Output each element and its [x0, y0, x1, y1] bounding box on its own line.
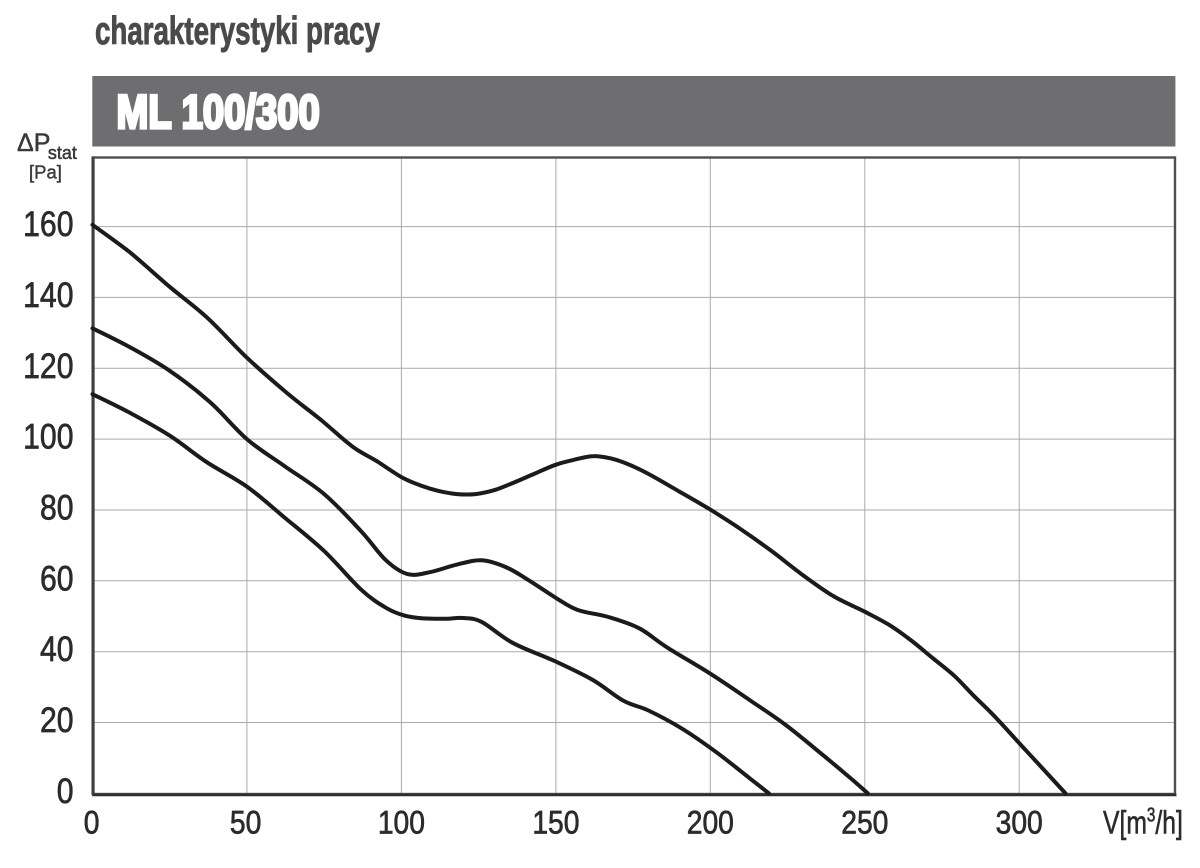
svg-text:[Pa]: [Pa]: [29, 162, 62, 183]
svg-text:60: 60: [40, 558, 74, 598]
svg-text:20: 20: [40, 700, 74, 740]
svg-text:160: 160: [23, 204, 73, 244]
svg-text:40: 40: [40, 629, 74, 669]
svg-text:80: 80: [40, 487, 74, 527]
svg-text:100: 100: [378, 805, 425, 841]
svg-text:200: 200: [687, 805, 734, 841]
svg-text:0: 0: [57, 771, 74, 811]
svg-text:250: 250: [841, 805, 888, 841]
svg-text:120: 120: [23, 345, 73, 385]
svg-text:300: 300: [996, 805, 1043, 841]
svg-text:V[m3/h]: V[m3/h]: [1103, 803, 1183, 841]
svg-text:150: 150: [532, 805, 579, 841]
svg-text:charakterystyki pracy: charakterystyki pracy: [95, 11, 380, 53]
svg-text:ML 100/300: ML 100/300: [117, 86, 320, 139]
svg-text:0: 0: [84, 805, 100, 841]
svg-text:140: 140: [23, 275, 73, 315]
svg-text:100: 100: [23, 416, 73, 456]
svg-text:50: 50: [230, 805, 261, 841]
